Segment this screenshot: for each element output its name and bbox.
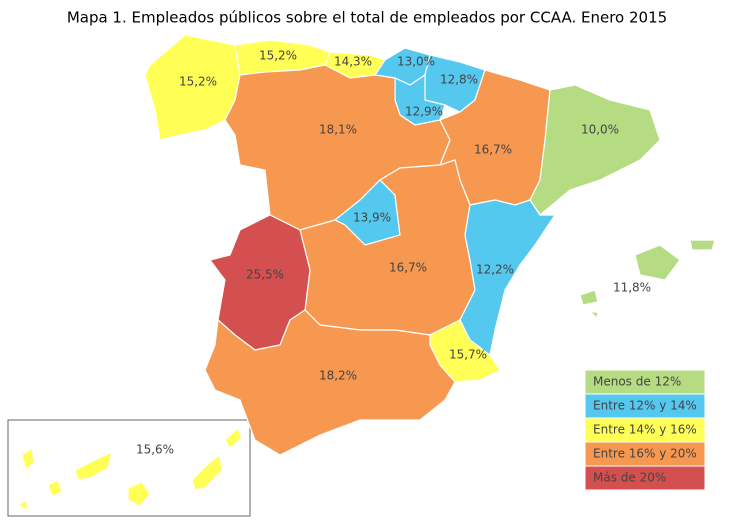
legend-label: Entre 16% y 20%	[593, 447, 697, 461]
region-label: 15,2%	[259, 49, 297, 63]
legend-label: Entre 12% y 14%	[593, 399, 697, 413]
region-label: 13,9%	[353, 211, 391, 225]
legend-swatch	[584, 465, 706, 491]
region	[204, 309, 456, 456]
region	[529, 84, 661, 216]
map-title: Mapa 1. Empleados públicos sobre el tota…	[67, 9, 667, 27]
legend-swatch	[584, 417, 706, 443]
region-label: 12,8%	[440, 73, 478, 87]
region-label: 14,3%	[334, 55, 372, 69]
region-label: 12,2%	[476, 263, 514, 277]
region-label: 15,2%	[179, 75, 217, 89]
region-label: 18,1%	[319, 123, 357, 137]
region-label: 11,8%	[613, 281, 651, 295]
region-label: 16,7%	[474, 143, 512, 157]
region-label: 18,2%	[319, 369, 357, 383]
region-label: 10,0%	[581, 123, 619, 137]
legend-swatch	[584, 369, 706, 395]
region	[144, 34, 241, 141]
region	[579, 239, 716, 320]
legend-swatch	[584, 393, 706, 419]
region-label: 12,9%	[405, 105, 443, 119]
region	[459, 199, 557, 357]
legend-label: Entre 14% y 16%	[593, 423, 697, 437]
region-label: 15,6%	[136, 443, 174, 457]
region-label: 16,7%	[389, 261, 427, 275]
legend-label: Menos de 12%	[593, 375, 681, 389]
region	[16, 426, 243, 512]
legend-label: Más de 20%	[593, 471, 666, 485]
region-label: 13,0%	[397, 55, 435, 69]
region-label: 25,5%	[246, 268, 284, 282]
region-label: 15,7%	[449, 348, 487, 362]
